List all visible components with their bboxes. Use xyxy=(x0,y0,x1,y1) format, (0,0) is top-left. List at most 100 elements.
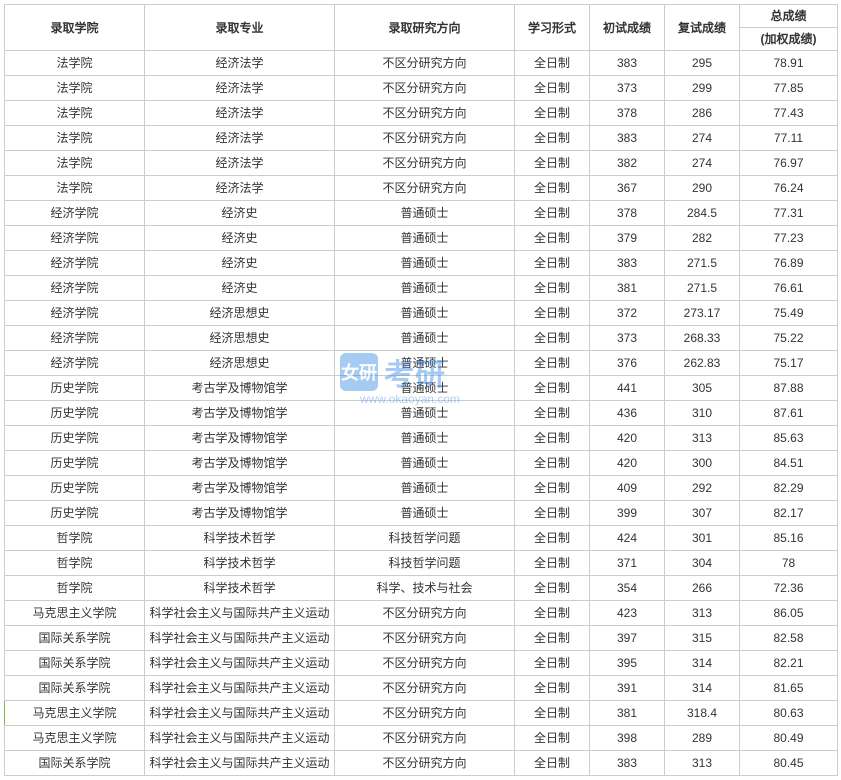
header-major: 录取专业 xyxy=(145,5,335,51)
cell-retest-score: 266 xyxy=(665,576,740,601)
cell-direction: 科技哲学问题 xyxy=(335,526,515,551)
cell-retest-score: 271.5 xyxy=(665,251,740,276)
table-header: 录取学院 录取专业 录取研究方向 学习形式 初试成绩 复试成绩 总成绩 (加权成… xyxy=(5,5,838,51)
cell-total-score: 82.17 xyxy=(740,501,838,526)
cell-study-mode: 全日制 xyxy=(515,701,590,726)
cell-major: 考古学及博物馆学 xyxy=(145,501,335,526)
cell-prelim-score: 376 xyxy=(590,351,665,376)
table-row: 马克思主义学院科学社会主义与国际共产主义运动不区分研究方向全日制381318.4… xyxy=(5,701,838,726)
cell-total-score: 80.63 xyxy=(740,701,838,726)
cell-prelim-score: 367 xyxy=(590,176,665,201)
header-total-top: 总成绩 xyxy=(740,5,838,28)
cell-major: 科学社会主义与国际共产主义运动 xyxy=(145,651,335,676)
cell-direction: 普通硕士 xyxy=(335,451,515,476)
cell-major: 经济史 xyxy=(145,251,335,276)
table-row: 经济学院经济史普通硕士全日制381271.576.61 xyxy=(5,276,838,301)
cell-total-score: 78 xyxy=(740,551,838,576)
cell-prelim-score: 372 xyxy=(590,301,665,326)
table-row: 国际关系学院科学社会主义与国际共产主义运动不区分研究方向全日制39131481.… xyxy=(5,676,838,701)
cell-retest-score: 273.17 xyxy=(665,301,740,326)
table-row: 法学院经济法学不区分研究方向全日制37329977.85 xyxy=(5,76,838,101)
table-row: 历史学院考古学及博物馆学普通硕士全日制43631087.61 xyxy=(5,401,838,426)
cell-total-score: 87.88 xyxy=(740,376,838,401)
cell-total-score: 75.49 xyxy=(740,301,838,326)
table-row: 历史学院考古学及博物馆学普通硕士全日制44130587.88 xyxy=(5,376,838,401)
cell-study-mode: 全日制 xyxy=(515,326,590,351)
cell-college: 国际关系学院 xyxy=(5,751,145,776)
table-row: 马克思主义学院科学社会主义与国际共产主义运动不区分研究方向全日制39828980… xyxy=(5,726,838,751)
cell-major: 考古学及博物馆学 xyxy=(145,451,335,476)
cell-total-score: 77.31 xyxy=(740,201,838,226)
cell-direction: 普通硕士 xyxy=(335,276,515,301)
cell-retest-score: 315 xyxy=(665,626,740,651)
table-row: 法学院经济法学不区分研究方向全日制38327477.11 xyxy=(5,126,838,151)
cell-study-mode: 全日制 xyxy=(515,126,590,151)
table-row: 马克思主义学院科学社会主义与国际共产主义运动不区分研究方向全日制42331386… xyxy=(5,601,838,626)
cell-direction: 普通硕士 xyxy=(335,226,515,251)
cell-college: 经济学院 xyxy=(5,226,145,251)
cell-prelim-score: 383 xyxy=(590,751,665,776)
cell-study-mode: 全日制 xyxy=(515,676,590,701)
table-row: 国际关系学院科学社会主义与国际共产主义运动不区分研究方向全日制39731582.… xyxy=(5,626,838,651)
cell-prelim-score: 424 xyxy=(590,526,665,551)
table-row: 经济学院经济史普通硕士全日制383271.576.89 xyxy=(5,251,838,276)
cell-prelim-score: 373 xyxy=(590,326,665,351)
cell-college: 哲学院 xyxy=(5,551,145,576)
cell-major: 科学社会主义与国际共产主义运动 xyxy=(145,601,335,626)
cell-prelim-score: 441 xyxy=(590,376,665,401)
table-row: 国际关系学院科学社会主义与国际共产主义运动不区分研究方向全日制38331380.… xyxy=(5,751,838,776)
cell-major: 考古学及博物馆学 xyxy=(145,426,335,451)
cell-study-mode: 全日制 xyxy=(515,601,590,626)
table-row: 经济学院经济思想史普通硕士全日制373268.3375.22 xyxy=(5,326,838,351)
cell-study-mode: 全日制 xyxy=(515,276,590,301)
cell-total-score: 80.45 xyxy=(740,751,838,776)
cell-study-mode: 全日制 xyxy=(515,451,590,476)
cell-study-mode: 全日制 xyxy=(515,251,590,276)
cell-prelim-score: 383 xyxy=(590,251,665,276)
cell-direction: 不区分研究方向 xyxy=(335,151,515,176)
cell-retest-score: 301 xyxy=(665,526,740,551)
cell-college: 哲学院 xyxy=(5,576,145,601)
cell-college: 法学院 xyxy=(5,76,145,101)
cell-prelim-score: 436 xyxy=(590,401,665,426)
cell-major: 科学社会主义与国际共产主义运动 xyxy=(145,751,335,776)
cell-college: 历史学院 xyxy=(5,451,145,476)
cell-study-mode: 全日制 xyxy=(515,51,590,76)
table-row: 法学院经济法学不区分研究方向全日制37828677.43 xyxy=(5,101,838,126)
cell-total-score: 76.89 xyxy=(740,251,838,276)
cell-prelim-score: 381 xyxy=(590,276,665,301)
cell-major: 考古学及博物馆学 xyxy=(145,376,335,401)
cell-college: 历史学院 xyxy=(5,501,145,526)
cell-major: 考古学及博物馆学 xyxy=(145,401,335,426)
cell-retest-score: 304 xyxy=(665,551,740,576)
cell-major: 经济思想史 xyxy=(145,326,335,351)
cell-direction: 普通硕士 xyxy=(335,351,515,376)
cell-college: 历史学院 xyxy=(5,376,145,401)
cell-total-score: 77.43 xyxy=(740,101,838,126)
table-row: 法学院经济法学不区分研究方向全日制36729076.24 xyxy=(5,176,838,201)
cell-direction: 不区分研究方向 xyxy=(335,676,515,701)
cell-direction: 普通硕士 xyxy=(335,426,515,451)
cell-major: 经济法学 xyxy=(145,176,335,201)
cell-retest-score: 313 xyxy=(665,601,740,626)
cell-major: 科学社会主义与国际共产主义运动 xyxy=(145,726,335,751)
cell-prelim-score: 379 xyxy=(590,226,665,251)
cell-study-mode: 全日制 xyxy=(515,626,590,651)
cell-total-score: 76.61 xyxy=(740,276,838,301)
cell-prelim-score: 409 xyxy=(590,476,665,501)
cell-retest-score: 286 xyxy=(665,101,740,126)
cell-retest-score: 313 xyxy=(665,751,740,776)
cell-total-score: 81.65 xyxy=(740,676,838,701)
cell-total-score: 77.85 xyxy=(740,76,838,101)
cell-direction: 不区分研究方向 xyxy=(335,601,515,626)
cell-prelim-score: 373 xyxy=(590,76,665,101)
cell-prelim-score: 383 xyxy=(590,126,665,151)
cell-study-mode: 全日制 xyxy=(515,301,590,326)
cell-retest-score: 289 xyxy=(665,726,740,751)
cell-direction: 不区分研究方向 xyxy=(335,701,515,726)
table-row: 经济学院经济史普通硕士全日制37928277.23 xyxy=(5,226,838,251)
cell-study-mode: 全日制 xyxy=(515,351,590,376)
table-row: 历史学院考古学及博物馆学普通硕士全日制40929282.29 xyxy=(5,476,838,501)
cell-prelim-score: 399 xyxy=(590,501,665,526)
cell-retest-score: 305 xyxy=(665,376,740,401)
